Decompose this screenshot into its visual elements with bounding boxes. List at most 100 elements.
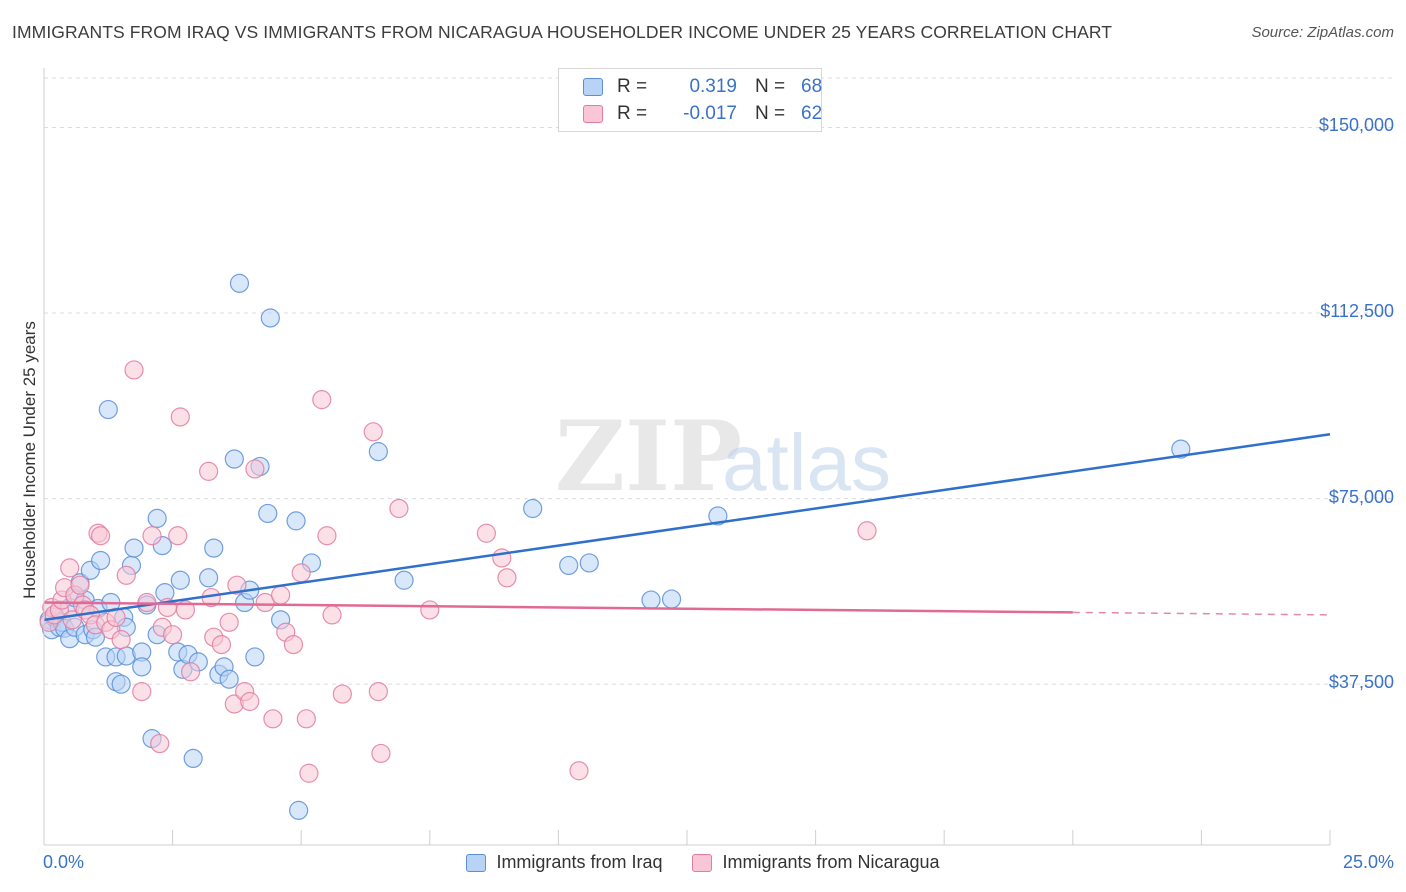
nicaragua-point: [291, 563, 311, 583]
nicaragua-point: [497, 568, 517, 588]
nicaragua-trend-extension: [1072, 611, 1331, 616]
nicaragua-point: [299, 763, 319, 783]
nicaragua-point: [296, 709, 316, 729]
chart-title: IMMIGRANTS FROM IRAQ VS IMMIGRANTS FROM …: [12, 22, 1113, 42]
nicaragua-point: [90, 526, 111, 546]
nicaragua-point: [219, 612, 239, 632]
x-tick-label-min: 0.0%: [43, 852, 85, 872]
nicaragua-point: [476, 523, 496, 543]
legend-r-label: R =: [617, 76, 648, 97]
series-label-iraq: Immigrants from Iraq: [496, 852, 663, 872]
iraq-point: [708, 506, 728, 526]
iraq-point: [661, 589, 682, 609]
nicaragua-point: [240, 691, 260, 712]
x-tick-label-max: 25.0%: [1342, 852, 1394, 872]
nicaragua-point: [142, 526, 162, 546]
iraq-point: [111, 674, 131, 694]
nicaragua-point: [211, 634, 232, 655]
nicaragua-point: [111, 630, 131, 650]
iraq-point: [245, 647, 265, 667]
nicaragua-point: [420, 600, 440, 620]
iraq-point: [523, 498, 543, 519]
nicaragua-point: [312, 390, 332, 410]
nicaragua-point: [175, 600, 196, 620]
nicaragua-point: [150, 733, 170, 754]
iraq-point: [260, 308, 280, 328]
nicaragua-point: [199, 461, 219, 481]
y-tick-label: $150,000: [1318, 115, 1394, 136]
watermark: ZIP atlas: [555, 400, 891, 513]
nicaragua-point: [255, 592, 275, 613]
nicaragua-point: [263, 709, 283, 729]
iraq-point: [286, 511, 306, 531]
iraq-point: [183, 748, 203, 769]
legend-swatch-nicaragua: [583, 105, 603, 123]
iraq-trend-line: [43, 433, 1331, 622]
iraq-point: [289, 800, 309, 820]
legend-n-label: N =: [755, 103, 786, 124]
nicaragua-point: [283, 634, 304, 655]
nicaragua-point: [60, 558, 80, 578]
series-swatch-iraq: [466, 853, 487, 872]
y-tick-label: $75,000: [1328, 486, 1394, 507]
nicaragua-point: [245, 459, 265, 479]
iraq-point: [199, 568, 219, 588]
correlation-legend: R = 0.319 N = 68 R = -0.017 N = 62: [558, 68, 822, 132]
y-tick-label: $112,500: [1320, 301, 1394, 322]
legend-row-nicaragua: R = -0.017 N = 62: [583, 102, 822, 126]
series-label-nicaragua: Immigrants from Nicaragua: [722, 852, 940, 872]
legend-row-iraq: R = 0.319 N = 68: [583, 75, 822, 99]
nicaragua-point: [70, 575, 90, 595]
iraq-point: [98, 399, 118, 420]
watermark-atlas: atlas: [722, 418, 891, 507]
nicaragua-point: [132, 681, 152, 702]
iraq-point: [219, 669, 239, 689]
legend-r-value-nicaragua: -0.017: [683, 103, 737, 124]
nicaragua-point: [227, 575, 247, 595]
nicaragua-point: [163, 625, 183, 645]
iraq-point: [229, 273, 250, 293]
nicaragua-point: [857, 521, 877, 541]
legend-n-value-nicaragua: 62: [801, 103, 823, 124]
legend-r-label: R =: [617, 103, 648, 124]
legend-swatch-iraq: [583, 78, 603, 96]
nicaragua-point: [168, 526, 188, 546]
nicaragua-point: [363, 422, 383, 442]
iraq-point: [132, 657, 152, 677]
iraq-point: [90, 550, 111, 571]
nicaragua-point: [371, 743, 391, 764]
nicaragua-trend-line: [43, 601, 1073, 614]
iraq-point: [579, 553, 599, 573]
nicaragua-point: [170, 407, 190, 427]
nicaragua-point: [389, 498, 409, 519]
iraq-point: [170, 570, 190, 590]
iraq-point: [368, 442, 388, 462]
legend-n-label: N =: [755, 76, 786, 97]
nicaragua-point: [322, 605, 342, 625]
iraq-point: [559, 555, 579, 576]
watermark-zip: ZIP: [555, 400, 742, 513]
series-legend-nicaragua[interactable]: Immigrants from Nicaragua: [692, 852, 940, 873]
iraq-point: [204, 538, 224, 558]
y-axis-title: Householder Income Under 25 years: [20, 321, 39, 599]
trend-layer: [43, 433, 1331, 622]
nicaragua-point: [317, 526, 337, 546]
iraq-point: [147, 508, 167, 529]
y-tick-label: $37,500: [1328, 672, 1394, 693]
iraq-point: [641, 590, 661, 610]
nicaragua-point: [124, 360, 144, 380]
series-legend: Immigrants from Iraq Immigrants from Nic…: [0, 852, 1406, 873]
iraq-point: [124, 538, 144, 558]
nicaragua-point: [116, 565, 136, 585]
series-legend-iraq[interactable]: Immigrants from Iraq: [466, 852, 662, 873]
iraq-point: [1171, 439, 1191, 459]
nicaragua-point: [181, 662, 201, 682]
nicaragua-point: [569, 761, 589, 781]
iraq-point: [258, 503, 278, 524]
iraq-point: [394, 570, 414, 590]
points-layer: [39, 273, 1191, 820]
legend-n-value-iraq: 68: [801, 76, 823, 97]
iraq-point: [224, 449, 244, 469]
nicaragua-point: [368, 681, 388, 702]
